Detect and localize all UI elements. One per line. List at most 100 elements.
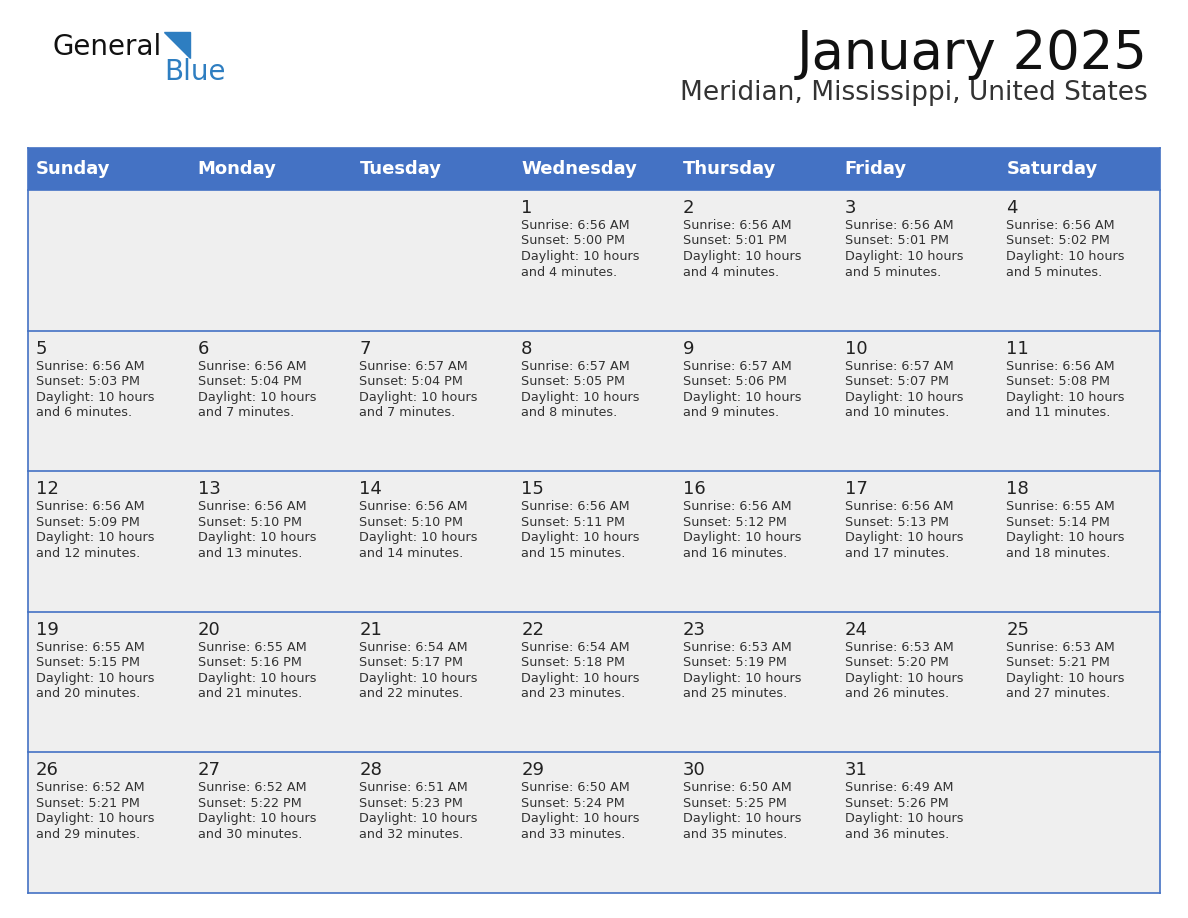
Text: 5: 5 xyxy=(36,340,48,358)
Text: Sunrise: 6:52 AM: Sunrise: 6:52 AM xyxy=(197,781,307,794)
Text: Sunrise: 6:56 AM: Sunrise: 6:56 AM xyxy=(1006,219,1114,232)
Text: and 12 minutes.: and 12 minutes. xyxy=(36,547,140,560)
Text: Sunrise: 6:50 AM: Sunrise: 6:50 AM xyxy=(522,781,630,794)
Text: and 7 minutes.: and 7 minutes. xyxy=(360,406,456,420)
Text: Sunset: 5:10 PM: Sunset: 5:10 PM xyxy=(197,516,302,529)
Text: Daylight: 10 hours: Daylight: 10 hours xyxy=(360,672,478,685)
Text: Sunset: 5:13 PM: Sunset: 5:13 PM xyxy=(845,516,948,529)
Text: General: General xyxy=(52,33,162,61)
Text: 22: 22 xyxy=(522,621,544,639)
Text: Daylight: 10 hours: Daylight: 10 hours xyxy=(36,812,154,825)
Text: Daylight: 10 hours: Daylight: 10 hours xyxy=(197,532,316,544)
Text: Sunset: 5:24 PM: Sunset: 5:24 PM xyxy=(522,797,625,810)
Text: Sunset: 5:26 PM: Sunset: 5:26 PM xyxy=(845,797,948,810)
Text: Daylight: 10 hours: Daylight: 10 hours xyxy=(845,672,963,685)
Text: Sunset: 5:22 PM: Sunset: 5:22 PM xyxy=(197,797,302,810)
Text: Sunrise: 6:55 AM: Sunrise: 6:55 AM xyxy=(1006,500,1116,513)
Text: and 29 minutes.: and 29 minutes. xyxy=(36,828,140,841)
Text: Daylight: 10 hours: Daylight: 10 hours xyxy=(1006,672,1125,685)
Text: 20: 20 xyxy=(197,621,221,639)
Text: 21: 21 xyxy=(360,621,383,639)
Text: Daylight: 10 hours: Daylight: 10 hours xyxy=(845,250,963,263)
Text: Sunset: 5:10 PM: Sunset: 5:10 PM xyxy=(360,516,463,529)
Text: Sunrise: 6:57 AM: Sunrise: 6:57 AM xyxy=(522,360,630,373)
Text: Sunrise: 6:50 AM: Sunrise: 6:50 AM xyxy=(683,781,791,794)
Text: Sunrise: 6:54 AM: Sunrise: 6:54 AM xyxy=(360,641,468,654)
Text: 12: 12 xyxy=(36,480,59,498)
Text: Sunrise: 6:53 AM: Sunrise: 6:53 AM xyxy=(683,641,791,654)
Text: Sunrise: 6:49 AM: Sunrise: 6:49 AM xyxy=(845,781,953,794)
Text: Sunset: 5:15 PM: Sunset: 5:15 PM xyxy=(36,656,140,669)
Text: Daylight: 10 hours: Daylight: 10 hours xyxy=(522,812,639,825)
Text: Sunset: 5:05 PM: Sunset: 5:05 PM xyxy=(522,375,625,388)
Text: Sunrise: 6:52 AM: Sunrise: 6:52 AM xyxy=(36,781,145,794)
Text: and 23 minutes.: and 23 minutes. xyxy=(522,688,625,700)
Text: 3: 3 xyxy=(845,199,857,217)
Text: Daylight: 10 hours: Daylight: 10 hours xyxy=(1006,250,1125,263)
Text: Wednesday: Wednesday xyxy=(522,160,637,178)
Text: 25: 25 xyxy=(1006,621,1029,639)
Text: Meridian, Mississippi, United States: Meridian, Mississippi, United States xyxy=(681,80,1148,106)
Text: 8: 8 xyxy=(522,340,532,358)
Text: Sunrise: 6:56 AM: Sunrise: 6:56 AM xyxy=(36,360,145,373)
Text: and 25 minutes.: and 25 minutes. xyxy=(683,688,788,700)
Text: and 33 minutes.: and 33 minutes. xyxy=(522,828,626,841)
Text: and 36 minutes.: and 36 minutes. xyxy=(845,828,949,841)
Text: and 10 minutes.: and 10 minutes. xyxy=(845,406,949,420)
Text: Sunset: 5:25 PM: Sunset: 5:25 PM xyxy=(683,797,786,810)
Text: Sunset: 5:04 PM: Sunset: 5:04 PM xyxy=(197,375,302,388)
Text: Daylight: 10 hours: Daylight: 10 hours xyxy=(36,390,154,404)
Text: and 15 minutes.: and 15 minutes. xyxy=(522,547,626,560)
Text: Sunrise: 6:56 AM: Sunrise: 6:56 AM xyxy=(36,500,145,513)
Text: Blue: Blue xyxy=(164,58,226,86)
Text: Sunrise: 6:53 AM: Sunrise: 6:53 AM xyxy=(845,641,953,654)
Text: 7: 7 xyxy=(360,340,371,358)
Text: Sunset: 5:04 PM: Sunset: 5:04 PM xyxy=(360,375,463,388)
Text: Sunset: 5:07 PM: Sunset: 5:07 PM xyxy=(845,375,948,388)
Text: Daylight: 10 hours: Daylight: 10 hours xyxy=(683,250,802,263)
Text: Sunset: 5:20 PM: Sunset: 5:20 PM xyxy=(845,656,948,669)
Bar xyxy=(29,148,1159,190)
Text: Daylight: 10 hours: Daylight: 10 hours xyxy=(683,672,802,685)
Text: Daylight: 10 hours: Daylight: 10 hours xyxy=(36,532,154,544)
Text: and 4 minutes.: and 4 minutes. xyxy=(522,265,618,278)
Text: 1: 1 xyxy=(522,199,532,217)
Text: Daylight: 10 hours: Daylight: 10 hours xyxy=(36,672,154,685)
Text: 4: 4 xyxy=(1006,199,1018,217)
Text: and 13 minutes.: and 13 minutes. xyxy=(197,547,302,560)
Text: and 27 minutes.: and 27 minutes. xyxy=(1006,688,1111,700)
Polygon shape xyxy=(164,32,190,58)
Text: Sunset: 5:14 PM: Sunset: 5:14 PM xyxy=(1006,516,1110,529)
Text: and 6 minutes.: and 6 minutes. xyxy=(36,406,132,420)
Text: and 21 minutes.: and 21 minutes. xyxy=(197,688,302,700)
Text: Daylight: 10 hours: Daylight: 10 hours xyxy=(522,672,639,685)
Bar xyxy=(29,611,1159,753)
Text: January 2025: January 2025 xyxy=(797,28,1148,80)
Text: Sunset: 5:18 PM: Sunset: 5:18 PM xyxy=(522,656,625,669)
Text: Sunset: 5:17 PM: Sunset: 5:17 PM xyxy=(360,656,463,669)
Text: 10: 10 xyxy=(845,340,867,358)
Text: 31: 31 xyxy=(845,761,867,779)
Text: Sunrise: 6:56 AM: Sunrise: 6:56 AM xyxy=(197,500,307,513)
Text: Daylight: 10 hours: Daylight: 10 hours xyxy=(360,532,478,544)
Text: Daylight: 10 hours: Daylight: 10 hours xyxy=(522,390,639,404)
Text: and 35 minutes.: and 35 minutes. xyxy=(683,828,788,841)
Text: Monday: Monday xyxy=(197,160,277,178)
Text: Sunrise: 6:56 AM: Sunrise: 6:56 AM xyxy=(845,500,953,513)
Text: Sunset: 5:02 PM: Sunset: 5:02 PM xyxy=(1006,234,1110,248)
Text: 26: 26 xyxy=(36,761,59,779)
Text: Sunrise: 6:56 AM: Sunrise: 6:56 AM xyxy=(845,219,953,232)
Text: Daylight: 10 hours: Daylight: 10 hours xyxy=(683,532,802,544)
Text: and 14 minutes.: and 14 minutes. xyxy=(360,547,463,560)
Text: Sunrise: 6:53 AM: Sunrise: 6:53 AM xyxy=(1006,641,1116,654)
Text: Tuesday: Tuesday xyxy=(360,160,442,178)
Text: and 26 minutes.: and 26 minutes. xyxy=(845,688,949,700)
Text: 28: 28 xyxy=(360,761,383,779)
Text: and 4 minutes.: and 4 minutes. xyxy=(683,265,779,278)
Text: Sunset: 5:00 PM: Sunset: 5:00 PM xyxy=(522,234,625,248)
Text: Sunset: 5:06 PM: Sunset: 5:06 PM xyxy=(683,375,786,388)
Text: Friday: Friday xyxy=(845,160,906,178)
Bar xyxy=(29,471,1159,611)
Text: Daylight: 10 hours: Daylight: 10 hours xyxy=(522,250,639,263)
Text: and 32 minutes.: and 32 minutes. xyxy=(360,828,463,841)
